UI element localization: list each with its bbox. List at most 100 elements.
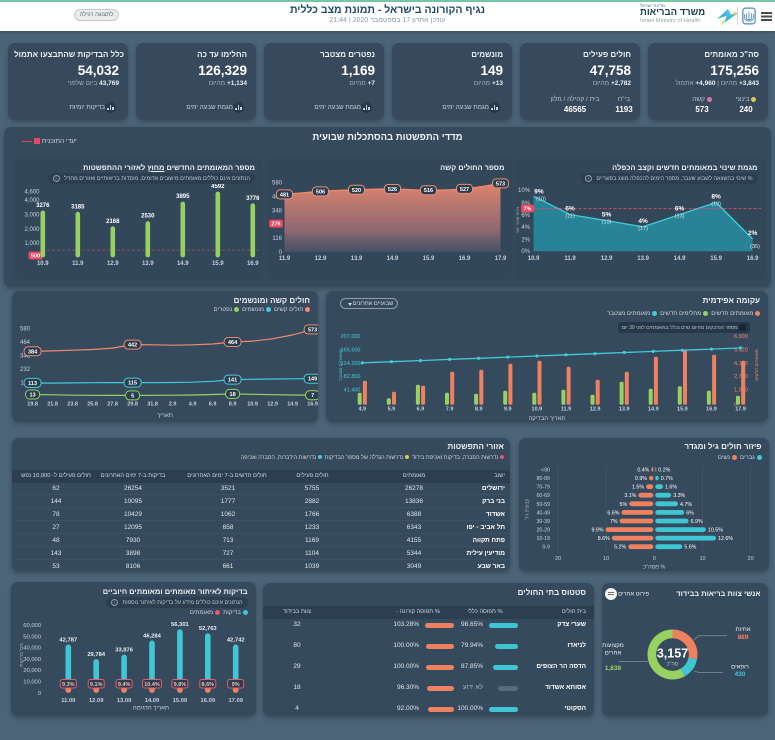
svg-text:קבוצת גיל: קבוצת גיל [523, 498, 530, 519]
svg-text:(13): (13) [602, 219, 612, 225]
svg-text:2530: 2530 [141, 213, 155, 219]
svg-text:348: 348 [271, 208, 282, 214]
svg-text:30-39: 30-39 [536, 519, 550, 525]
svg-text:16.9: 16.9 [706, 406, 717, 412]
svg-text:6,900: 6,900 [734, 334, 748, 340]
svg-text:2.9: 2.9 [169, 401, 177, 407]
svg-text:15.9: 15.9 [677, 406, 688, 412]
svg-text:4.9: 4.9 [189, 401, 197, 407]
svg-text:2168: 2168 [106, 218, 120, 224]
svg-text:5.2%: 5.2% [614, 544, 626, 550]
svg-text:4%: 4% [638, 217, 648, 224]
svg-text:16.9: 16.9 [307, 401, 318, 407]
svg-text:11.9: 11.9 [564, 256, 576, 262]
svg-text:2,000: 2,000 [24, 226, 40, 232]
svg-text:9.1%: 9.1% [89, 682, 102, 688]
svg-text:<90: <90 [541, 467, 550, 473]
svg-text:41,400: 41,400 [343, 387, 360, 393]
svg-text:10-19: 10-19 [536, 536, 550, 542]
svg-text:20: 20 [748, 556, 754, 562]
svg-text:10.9: 10.9 [247, 401, 258, 407]
svg-text:% מסה"כ: % מסה"כ [643, 564, 665, 570]
svg-text:4,600: 4,600 [24, 189, 40, 195]
svg-text:348: 348 [20, 353, 31, 359]
svg-text:29.8: 29.8 [127, 401, 138, 407]
svg-text:10.9: 10.9 [531, 406, 542, 412]
svg-text:8%: 8% [711, 193, 721, 200]
svg-text:7.9: 7.9 [445, 406, 453, 412]
svg-text:4592: 4592 [211, 184, 225, 190]
svg-text:50-59: 50-59 [536, 501, 550, 507]
svg-text:0.9%: 0.9% [635, 476, 647, 482]
svg-text:(13): (13) [675, 213, 685, 219]
svg-text:4%: 4% [521, 225, 530, 231]
svg-text:17.9: 17.9 [735, 406, 746, 412]
svg-text:9.4%: 9.4% [117, 682, 130, 688]
svg-text:14.9: 14.9 [287, 401, 298, 407]
svg-text:0: 0 [653, 556, 656, 562]
svg-text:12.9: 12.9 [601, 256, 613, 262]
svg-text:46,284: 46,284 [143, 633, 162, 639]
svg-text:8.6%: 8.6% [201, 682, 214, 688]
svg-text:16.9: 16.9 [747, 256, 759, 262]
svg-text:580: 580 [20, 326, 31, 332]
svg-text:506: 506 [315, 189, 324, 195]
svg-text:889: 889 [737, 634, 748, 641]
svg-text:0.7%: 0.7% [661, 476, 673, 482]
svg-text:אחיות: אחיות [735, 627, 750, 633]
svg-text:16.9: 16.9 [246, 261, 258, 267]
svg-text:232: 232 [20, 367, 31, 373]
svg-text:13.9: 13.9 [618, 406, 629, 412]
svg-text:21.8: 21.8 [47, 401, 58, 407]
svg-text:2%: 2% [521, 237, 530, 243]
svg-text:526: 526 [387, 187, 396, 193]
svg-text:3,157: 3,157 [656, 647, 687, 661]
svg-text:11.9: 11.9 [278, 256, 290, 262]
svg-text:207,000: 207,000 [340, 334, 360, 340]
svg-text:141: 141 [228, 377, 237, 383]
svg-text:516: 516 [423, 188, 432, 194]
svg-text:0.4%: 0.4% [637, 467, 649, 473]
svg-text:6%: 6% [675, 205, 685, 212]
svg-text:14.9: 14.9 [176, 261, 188, 267]
svg-text:5%: 5% [602, 211, 612, 218]
svg-text:12.09: 12.09 [88, 698, 103, 704]
svg-text:רופאים: רופאים [731, 665, 749, 671]
svg-text:124,200: 124,200 [340, 360, 360, 366]
svg-text:464: 464 [228, 340, 238, 346]
svg-text:14.9: 14.9 [647, 406, 658, 412]
svg-text:70-79: 70-79 [536, 484, 550, 490]
svg-text:9.8%: 9.8% [173, 682, 186, 688]
svg-text:13: 13 [30, 392, 36, 398]
svg-text:573: 573 [308, 327, 317, 333]
svg-text:50,000: 50,000 [23, 634, 41, 640]
svg-text:10%: 10% [518, 188, 531, 194]
svg-text:527: 527 [459, 186, 468, 192]
svg-text:5%: 5% [620, 501, 628, 507]
svg-text:8%: 8% [521, 201, 530, 207]
svg-text:17.9: 17.9 [494, 256, 506, 262]
svg-text:481: 481 [279, 192, 288, 198]
svg-text:15.09: 15.09 [172, 698, 187, 704]
svg-text:165,600: 165,600 [340, 347, 360, 353]
svg-text:31.8: 31.8 [147, 401, 158, 407]
svg-text:מאומתים מצטבר: מאומתים מצטבר [338, 348, 343, 380]
svg-text:13.9: 13.9 [141, 261, 153, 267]
svg-text:15.9: 15.9 [422, 256, 434, 262]
svg-text:14.09: 14.09 [144, 698, 159, 704]
svg-text:10: 10 [603, 556, 609, 562]
svg-text:6%: 6% [521, 212, 530, 218]
svg-text:42,787: 42,787 [59, 637, 77, 643]
svg-text:13.9: 13.9 [350, 256, 362, 262]
svg-text:149: 149 [308, 376, 317, 382]
svg-text:אחוז שינוי יומי: אחוז שינוי יומי [515, 206, 520, 232]
svg-text:116: 116 [272, 236, 282, 242]
svg-text:17.09: 17.09 [228, 698, 243, 704]
svg-text:אחרים: אחרים [604, 651, 621, 657]
svg-text:5.6%: 5.6% [684, 544, 696, 550]
svg-text:10.4%: 10.4% [144, 682, 160, 688]
svg-text:42,742: 42,742 [226, 637, 244, 643]
svg-text:14.9: 14.9 [386, 256, 398, 262]
svg-text:0%: 0% [521, 249, 530, 255]
svg-text:40,000: 40,000 [23, 645, 41, 651]
